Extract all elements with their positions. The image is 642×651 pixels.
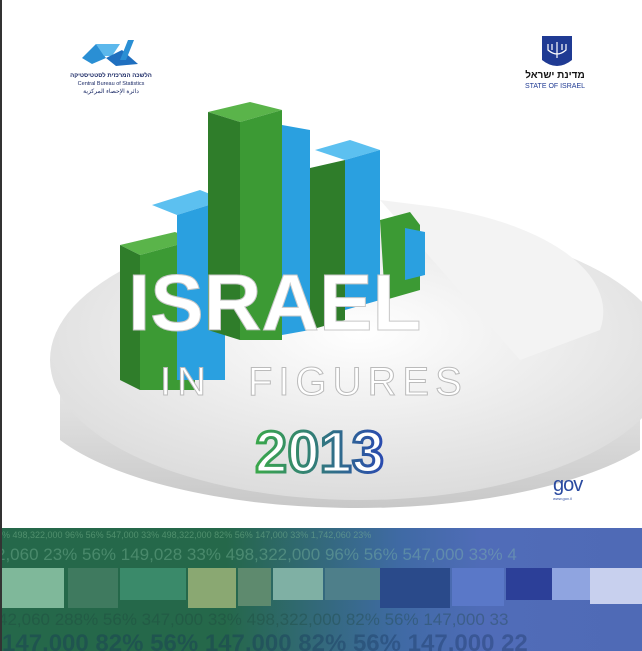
photo: [120, 568, 186, 600]
photo: [273, 568, 323, 600]
state-of-israel-logo: מדינת ישראל STATE OF ISRAEL: [515, 34, 595, 91]
number-row: 2,060 23% 56% 149,028 33% 498,322,000 96…: [2, 545, 517, 564]
number-row: 147,000 82% 56% 147,000 82% 56% 147,000 …: [2, 630, 528, 651]
cbs-english: Central Bureau of Statistics: [77, 81, 145, 87]
photo: [506, 568, 552, 600]
title-figures: FIGURES: [248, 360, 468, 404]
photo: [552, 568, 590, 600]
footer-band: % 498,322,000 96% 56% 547,000 33% 498,32…: [2, 528, 642, 651]
left-border: [0, 0, 2, 651]
gov-text: gov: [553, 474, 583, 496]
title-israel: ISRAEL: [128, 258, 421, 347]
cbs-arabic: دائرة الإحصاء المركزية: [83, 89, 139, 95]
state-english: STATE OF ISRAEL: [524, 83, 586, 90]
state-hebrew: מדינת ישראל: [525, 70, 585, 81]
photo: [2, 568, 64, 608]
gov-logo: gov www.gov.il: [553, 474, 583, 501]
photo: [452, 568, 504, 606]
menorah-emblem-icon: [542, 36, 572, 66]
title-year: 2013: [255, 420, 384, 485]
number-row: % 498,322,000 96% 56% 547,000 33% 498,32…: [2, 530, 372, 540]
gov-url: www.gov.il: [553, 496, 572, 501]
photo: [238, 568, 271, 606]
photo: [590, 568, 642, 604]
number-row: 42,060 288% 56% 347,000 33% 498,322,000 …: [2, 610, 509, 629]
cbs-logo-mark-icon: [82, 40, 138, 66]
photo: [325, 568, 380, 600]
photo: [188, 568, 236, 608]
photo: [380, 568, 450, 608]
bar-chart-graphic: [120, 102, 425, 390]
photo: [68, 568, 118, 608]
title-in: IN: [160, 360, 212, 404]
cbs-hebrew: הלשכה המרכזית לסטטיסטיקה: [70, 73, 152, 79]
cbs-logo: הלשכה המרכזית לסטטיסטיקה Central Bureau …: [66, 38, 156, 96]
